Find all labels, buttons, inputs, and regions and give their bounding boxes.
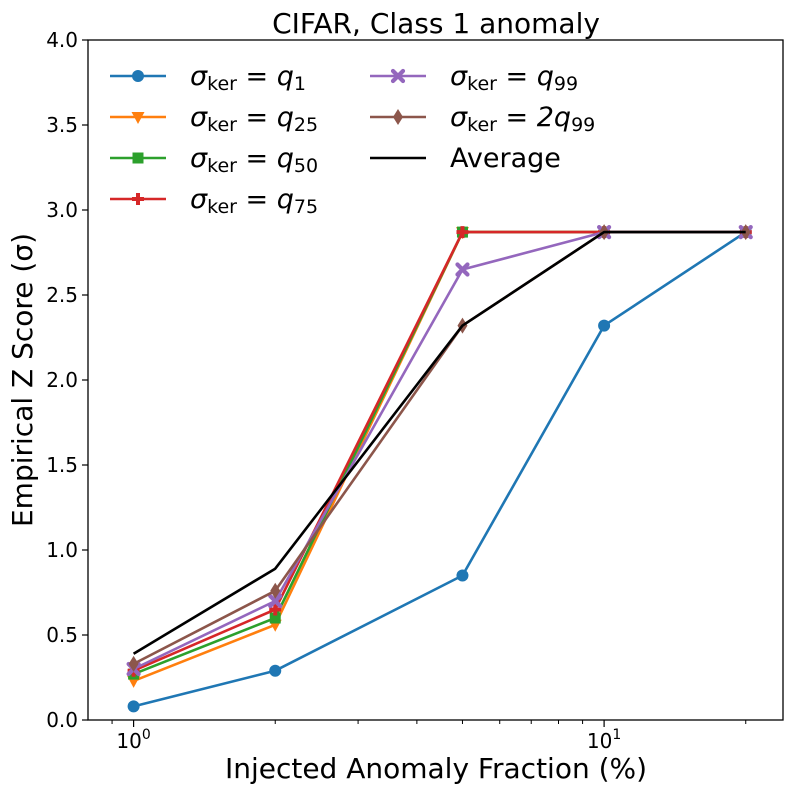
point-marker (598, 319, 611, 332)
y-tick-label: 3.0 (46, 198, 78, 222)
legend-item: σker = q99 (370, 61, 578, 95)
point-marker (269, 612, 281, 624)
chart-title: CIFAR, Class 1 anomaly (272, 7, 600, 40)
point-marker (455, 262, 470, 277)
legend-item: σker = 2q99 (370, 102, 595, 136)
y-tick-label: 3.5 (46, 113, 78, 137)
point-marker (456, 226, 469, 239)
point-marker (393, 109, 403, 125)
point-marker (131, 112, 145, 124)
legend-label: σker = 2q99 (450, 102, 595, 136)
legend-label: σker = q50 (190, 143, 318, 177)
y-axis-title: Empirical Z Score (σ) (6, 233, 39, 527)
series-line (133, 230, 746, 672)
series-line (133, 230, 746, 676)
y-tick-label: 2.0 (46, 368, 78, 392)
legend-label: σker = q25 (190, 102, 318, 136)
series-4 (126, 225, 753, 677)
series-3 (127, 226, 752, 677)
point-marker (132, 193, 144, 205)
x-axis-title: Injected Anomaly Fraction (%) (225, 752, 647, 785)
y-tick-label: 4.0 (46, 28, 78, 52)
y-tick-label: 0.0 (46, 708, 78, 732)
point-marker (269, 664, 282, 677)
legend-item: σker = q1 (110, 61, 306, 95)
y-tick-label: 2.5 (46, 283, 78, 307)
point-marker (128, 655, 139, 672)
y-tick-label: 1.5 (46, 453, 78, 477)
point-marker (132, 152, 144, 164)
x-tick-label: 101 (587, 727, 621, 753)
point-marker (270, 582, 281, 599)
point-marker (269, 603, 282, 616)
series-line (133, 231, 747, 708)
legend-label: Average (450, 143, 561, 174)
legend-label: σker = q99 (450, 61, 578, 95)
series-line (133, 230, 746, 671)
point-marker (268, 593, 283, 609)
x-tick-label: 100 (116, 727, 150, 753)
legend-item: Average (370, 143, 561, 174)
series-6 (132, 230, 746, 655)
point-marker (127, 700, 140, 713)
point-marker (740, 224, 751, 241)
point-marker (456, 569, 469, 582)
point-marker (390, 68, 406, 84)
legend-item: σker = q50 (110, 143, 318, 177)
plot-area: 0.0 0.5 1.0 1.5 2.0 2.5 3.0 3.5 4.0 100 101 σker = … (46, 28, 784, 753)
legend-label: σker = q1 (190, 61, 306, 95)
point-marker (132, 70, 144, 82)
series-line (132, 230, 746, 655)
legend-item: σker = q75 (110, 184, 318, 218)
y-tick-label: 1.0 (46, 538, 78, 562)
legend-item: σker = q25 (110, 102, 318, 136)
series-2 (128, 226, 752, 680)
y-tick-label: 0.5 (46, 623, 78, 647)
legend: σker = q1 σker = q25 σker = q50 σker = q75 σ… (110, 61, 595, 218)
legend-label: σker = q75 (190, 184, 318, 218)
series-line (133, 230, 746, 683)
